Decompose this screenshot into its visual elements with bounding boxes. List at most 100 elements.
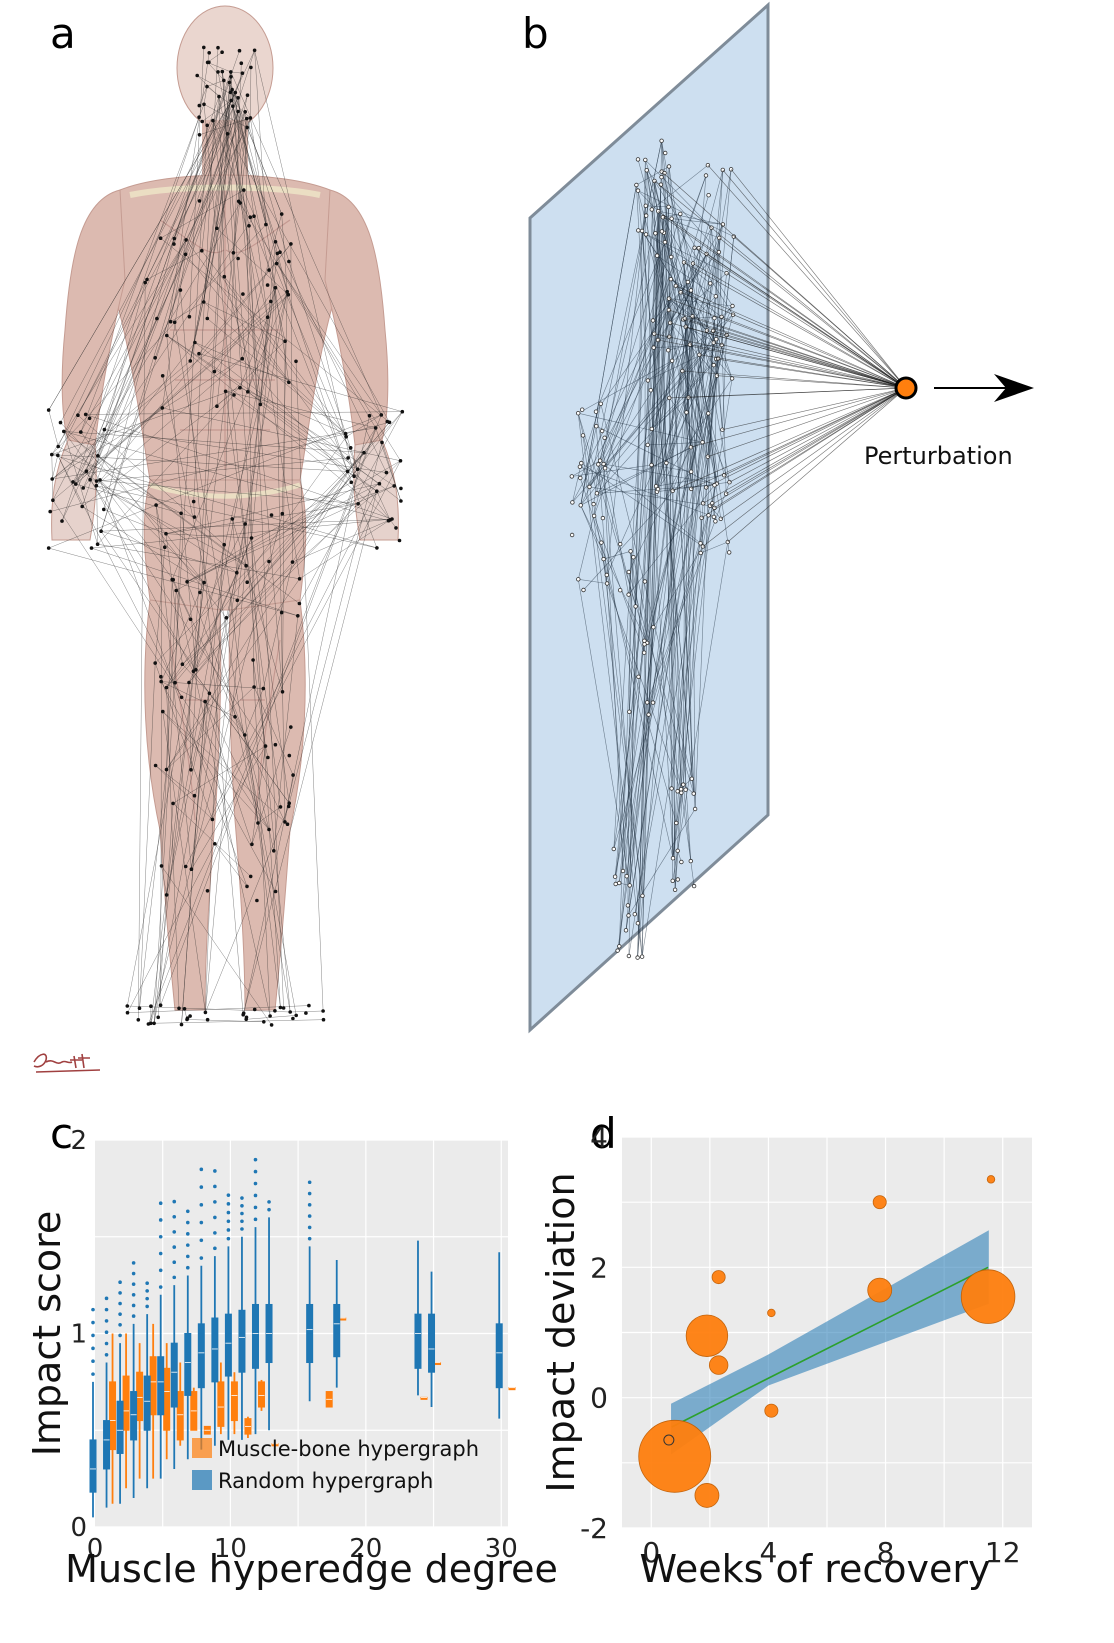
plane-edge [614,344,723,877]
network-edge [57,455,237,573]
network-node [255,898,259,903]
network-node [188,617,193,622]
network-node [278,805,283,809]
network-node [203,699,207,704]
plane-node [634,182,639,188]
perturbation-edge [729,387,907,483]
plane-node [674,820,679,826]
plane-edge [606,574,677,824]
network-node [184,238,188,242]
network-edge [166,335,391,521]
network-node [51,498,55,503]
network-node [225,132,230,136]
x-tick-label: 0 [87,1534,104,1564]
perturbation-edge [698,247,907,389]
network-edge [100,100,232,532]
network-edge [63,431,247,566]
plane-edge [645,234,671,323]
plane-edge [646,482,730,703]
box-body [333,1303,341,1358]
plane-edge [700,252,720,544]
plane-edge [580,184,637,506]
network-node [81,486,85,490]
plane-edge [613,515,709,850]
network-edge [86,96,220,472]
box-outlier [172,1245,177,1249]
network-edge [239,317,268,388]
network-node [74,482,78,486]
plane-node [664,460,669,466]
perturbation-edge [675,285,907,389]
network-node [201,300,206,304]
network-edge [252,659,271,1017]
plane-node [631,555,636,560]
network-edge [212,120,378,548]
network-node [179,511,183,516]
plane-edge [596,215,647,494]
plane-edge [579,403,602,467]
perturbation-node [894,376,918,400]
box-outlier [131,1303,136,1308]
network-node [398,459,403,463]
plane-node [646,712,651,717]
network-node [290,560,295,564]
box-outlier [91,1359,95,1364]
network-node [233,90,238,95]
perturbation-edge [689,344,907,389]
network-node [380,440,384,445]
network-edge [63,431,365,453]
box-body [224,1313,232,1377]
network-edge [205,317,268,1013]
plane-edge [708,169,724,414]
plane-node [617,944,622,949]
network-edge [166,686,255,770]
network-node [321,1009,325,1013]
plane-node [645,442,650,448]
scatter-point [764,1403,779,1418]
network-node [233,715,237,719]
plane-edge [663,216,670,337]
legend-label: Muscle-bone hypergraph [218,1437,479,1461]
perturbation-edge [692,263,907,389]
network-node [197,351,201,356]
plane-edge [603,463,624,872]
box-outlier [131,1293,136,1297]
network-node [285,289,290,294]
plane-edge [606,205,647,576]
network-node [191,669,196,674]
network-edge [227,133,390,423]
plane-node [576,411,581,416]
y-tick-label: 0 [590,1382,608,1415]
network-node [258,402,263,407]
box-outlier [145,1281,149,1285]
network-node [286,804,291,809]
network-edge [96,485,377,549]
box-outlier [199,1167,204,1172]
network-node [243,522,247,526]
plane-node [640,893,645,898]
network-node [265,315,270,320]
network-node [192,793,197,798]
network-edge [292,427,376,563]
network-edge [189,47,205,317]
network-edge [166,436,347,688]
network-edge [150,582,205,1024]
network-edge [160,407,163,1006]
network-edge [193,71,232,672]
plane-node [683,787,688,792]
network-node [269,513,274,517]
network-edge [290,243,293,563]
plane-edge [653,546,704,628]
plane-node [612,874,618,879]
plane-node [660,214,666,220]
plane-node [730,303,735,309]
network-node [46,546,51,550]
box-outlier [240,1211,244,1216]
network-edge [58,446,182,514]
scatter-point [711,1270,726,1285]
legend-swatch [192,1470,212,1490]
network-node [182,1007,187,1011]
network-node [273,285,278,290]
network-node [197,133,202,137]
network-node [343,431,348,436]
